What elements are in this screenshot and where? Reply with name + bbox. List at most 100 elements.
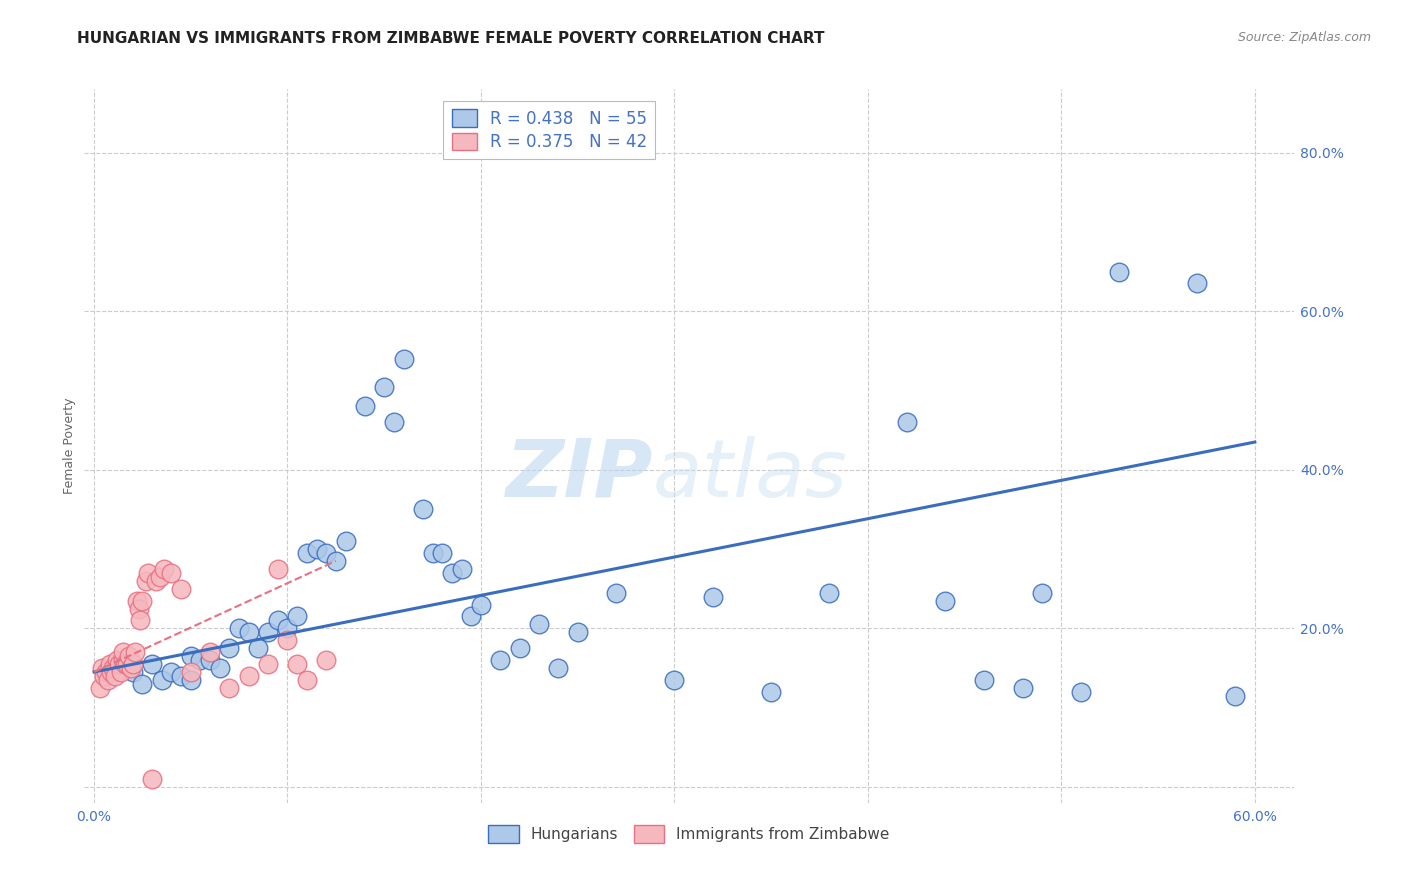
Point: [702, 590, 724, 604]
Point: [325, 554, 347, 568]
Point: [90, 661, 112, 675]
Point: [392, 351, 415, 366]
Point: [105, 653, 128, 667]
Point: [267, 614, 290, 628]
Point: [104, 669, 127, 683]
Point: [110, 665, 132, 679]
Point: [257, 657, 280, 671]
Point: [190, 653, 212, 667]
Point: [131, 677, 153, 691]
Point: [112, 645, 135, 659]
Point: [208, 661, 231, 675]
Text: HUNGARIAN VS IMMIGRANTS FROM ZIMBABWE FEMALE POVERTY CORRELATION CHART: HUNGARIAN VS IMMIGRANTS FROM ZIMBABWE FE…: [77, 31, 825, 46]
Point: [1070, 685, 1092, 699]
Point: [170, 669, 193, 683]
Point: [759, 685, 782, 699]
Point: [527, 617, 550, 632]
Point: [1108, 264, 1130, 278]
Point: [131, 593, 153, 607]
Point: [285, 657, 308, 671]
Point: [136, 566, 159, 580]
Point: [160, 665, 183, 679]
Point: [89, 681, 111, 695]
Point: [460, 609, 482, 624]
Point: [238, 625, 260, 640]
Point: [160, 566, 183, 580]
Point: [149, 570, 172, 584]
Point: [412, 502, 434, 516]
Point: [267, 562, 290, 576]
Point: [115, 657, 138, 671]
Point: [100, 665, 122, 679]
Text: atlas: atlas: [652, 435, 848, 514]
Point: [124, 645, 146, 659]
Point: [118, 649, 141, 664]
Point: [305, 542, 328, 557]
Point: [547, 661, 569, 675]
Point: [470, 598, 492, 612]
Point: [120, 661, 142, 675]
Point: [509, 641, 531, 656]
Point: [450, 562, 472, 576]
Point: [218, 641, 240, 656]
Point: [257, 625, 280, 640]
Point: [664, 673, 686, 687]
Point: [1031, 585, 1053, 599]
Point: [228, 621, 250, 635]
Y-axis label: Female Poverty: Female Poverty: [63, 398, 76, 494]
Point: [432, 546, 454, 560]
Point: [114, 657, 136, 671]
Point: [198, 653, 221, 667]
Point: [198, 645, 221, 659]
Point: [94, 665, 117, 679]
Point: [247, 641, 270, 656]
Point: [973, 673, 995, 687]
Point: [112, 653, 135, 667]
Point: [422, 546, 444, 560]
Point: [295, 673, 318, 687]
Point: [141, 772, 163, 786]
Point: [354, 400, 377, 414]
Point: [141, 657, 163, 671]
Point: [315, 653, 337, 667]
Point: [285, 609, 308, 624]
Point: [112, 657, 135, 671]
Point: [1185, 277, 1208, 291]
Point: [97, 673, 120, 687]
Point: [276, 621, 298, 635]
Point: [93, 669, 115, 683]
Point: [896, 415, 918, 429]
Point: [382, 415, 405, 429]
Point: [1011, 681, 1033, 695]
Text: Source: ZipAtlas.com: Source: ZipAtlas.com: [1237, 31, 1371, 45]
Point: [335, 534, 357, 549]
Point: [276, 633, 298, 648]
Point: [440, 566, 463, 580]
Point: [238, 669, 260, 683]
Point: [373, 379, 395, 393]
Point: [150, 673, 173, 687]
Point: [180, 673, 202, 687]
Point: [108, 657, 131, 671]
Point: [135, 574, 157, 588]
Point: [1225, 689, 1247, 703]
Legend: Hungarians, Immigrants from Zimbabwe: Hungarians, Immigrants from Zimbabwe: [482, 819, 896, 848]
Point: [818, 585, 841, 599]
Point: [934, 593, 956, 607]
Point: [567, 625, 589, 640]
Point: [152, 562, 174, 576]
Point: [605, 585, 627, 599]
Point: [295, 546, 318, 560]
Text: ZIP: ZIP: [505, 435, 652, 514]
Point: [218, 681, 240, 695]
Point: [125, 593, 148, 607]
Point: [315, 546, 337, 560]
Point: [128, 601, 150, 615]
Point: [170, 582, 193, 596]
Point: [121, 665, 143, 679]
Point: [180, 665, 202, 679]
Point: [98, 657, 121, 671]
Point: [103, 661, 125, 675]
Point: [180, 649, 202, 664]
Point: [489, 653, 512, 667]
